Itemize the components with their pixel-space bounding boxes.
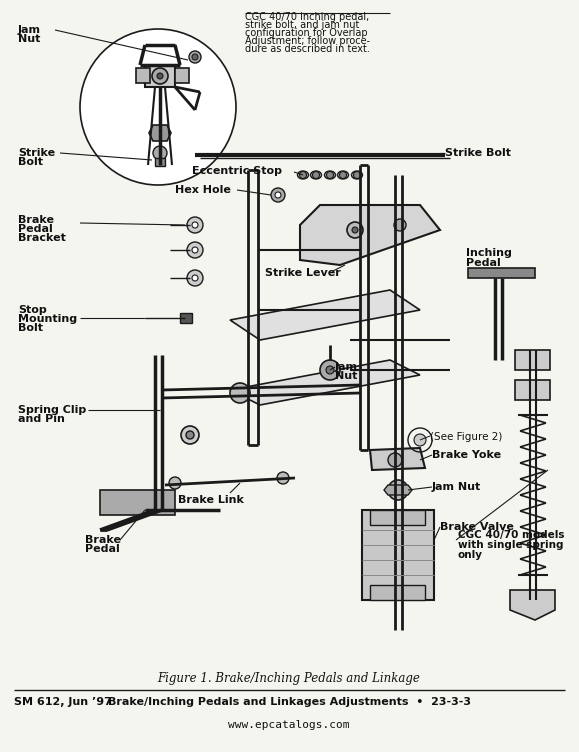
Polygon shape xyxy=(384,485,412,495)
Circle shape xyxy=(152,68,168,84)
Text: Nut: Nut xyxy=(18,34,41,44)
Circle shape xyxy=(230,383,250,403)
Text: with single spring: with single spring xyxy=(458,540,563,550)
Ellipse shape xyxy=(351,171,362,179)
Text: Brake: Brake xyxy=(85,535,121,545)
Text: Pedal: Pedal xyxy=(85,544,120,554)
Text: CGC 40/70 inching pedal,: CGC 40/70 inching pedal, xyxy=(245,12,369,22)
Circle shape xyxy=(388,480,408,500)
Circle shape xyxy=(320,360,340,380)
Circle shape xyxy=(277,472,289,484)
Circle shape xyxy=(299,171,306,178)
Text: Strike: Strike xyxy=(18,148,55,158)
Bar xyxy=(370,585,425,600)
Circle shape xyxy=(414,434,426,446)
Circle shape xyxy=(192,275,198,281)
Text: Hex Hole: Hex Hole xyxy=(175,185,231,195)
Circle shape xyxy=(326,366,334,374)
Text: www.epcatalogs.com: www.epcatalogs.com xyxy=(228,720,350,730)
Text: Strike Bolt: Strike Bolt xyxy=(445,148,511,158)
Ellipse shape xyxy=(310,171,321,179)
Circle shape xyxy=(192,54,198,60)
Text: configuration for Overlap: configuration for Overlap xyxy=(245,28,368,38)
Text: SM 612, Jun ’97: SM 612, Jun ’97 xyxy=(14,697,112,707)
Text: dure as described in text.: dure as described in text. xyxy=(245,44,370,54)
Text: Bolt: Bolt xyxy=(18,323,43,333)
Bar xyxy=(515,380,550,400)
Ellipse shape xyxy=(338,171,349,179)
Circle shape xyxy=(347,222,363,238)
Text: only: only xyxy=(458,550,483,560)
Text: Pedal: Pedal xyxy=(466,258,501,268)
Circle shape xyxy=(189,51,201,63)
Text: Jam: Jam xyxy=(18,25,41,35)
Text: Strike Lever: Strike Lever xyxy=(265,268,341,278)
Text: Nut: Nut xyxy=(335,371,357,381)
Polygon shape xyxy=(300,205,440,265)
Circle shape xyxy=(153,146,167,160)
Text: Pedal: Pedal xyxy=(18,224,53,234)
Text: Bolt: Bolt xyxy=(18,157,43,167)
Circle shape xyxy=(181,426,199,444)
Bar xyxy=(155,158,165,166)
Circle shape xyxy=(271,188,285,202)
Bar xyxy=(175,68,189,83)
Text: Spring Clip: Spring Clip xyxy=(18,405,86,415)
Circle shape xyxy=(394,219,406,231)
Circle shape xyxy=(388,453,402,467)
Polygon shape xyxy=(370,448,425,470)
Circle shape xyxy=(186,431,194,439)
Bar xyxy=(180,313,192,323)
Text: Mounting: Mounting xyxy=(18,314,77,324)
Bar xyxy=(515,350,550,370)
Text: Adjustment; follow proce-: Adjustment; follow proce- xyxy=(245,36,370,46)
Text: Brake Valve: Brake Valve xyxy=(440,522,514,532)
Polygon shape xyxy=(468,268,535,278)
Text: Bracket: Bracket xyxy=(18,233,66,243)
Circle shape xyxy=(352,227,358,233)
Ellipse shape xyxy=(324,171,335,179)
Polygon shape xyxy=(230,290,420,340)
Bar xyxy=(362,510,434,600)
Text: Inching: Inching xyxy=(466,248,512,258)
Circle shape xyxy=(354,171,361,178)
Bar xyxy=(370,510,425,525)
Circle shape xyxy=(169,477,181,489)
Text: Stop: Stop xyxy=(18,305,47,315)
Text: CGC 40/70 models: CGC 40/70 models xyxy=(458,530,565,540)
Circle shape xyxy=(80,29,236,185)
Circle shape xyxy=(339,171,346,178)
Circle shape xyxy=(327,171,334,178)
Circle shape xyxy=(187,270,203,286)
Circle shape xyxy=(187,242,203,258)
Polygon shape xyxy=(149,125,171,141)
Bar xyxy=(145,65,175,87)
Text: Eccentric Stop: Eccentric Stop xyxy=(192,166,282,176)
Text: Figure 1. Brake/Inching Pedals and Linkage: Figure 1. Brake/Inching Pedals and Linka… xyxy=(157,672,420,685)
Text: (See Figure 2): (See Figure 2) xyxy=(430,432,503,442)
Text: Jam: Jam xyxy=(335,362,358,372)
Text: Brake Link: Brake Link xyxy=(178,495,244,505)
Circle shape xyxy=(275,192,281,198)
Circle shape xyxy=(192,222,198,228)
Text: Brake: Brake xyxy=(18,215,54,225)
Text: Brake Yoke: Brake Yoke xyxy=(432,450,501,460)
Ellipse shape xyxy=(298,171,309,179)
Circle shape xyxy=(187,217,203,233)
Circle shape xyxy=(192,247,198,253)
Polygon shape xyxy=(100,490,175,515)
Text: and Pin: and Pin xyxy=(18,414,65,424)
Polygon shape xyxy=(230,360,420,405)
Text: strike bolt, and jam nut: strike bolt, and jam nut xyxy=(245,20,360,30)
Circle shape xyxy=(313,171,320,178)
Polygon shape xyxy=(510,590,555,620)
Text: Jam Nut: Jam Nut xyxy=(432,482,481,492)
Circle shape xyxy=(157,73,163,79)
Text: Brake/Inching Pedals and Linkages Adjustments  •  23-3-3: Brake/Inching Pedals and Linkages Adjust… xyxy=(108,697,471,707)
Bar xyxy=(136,68,150,83)
